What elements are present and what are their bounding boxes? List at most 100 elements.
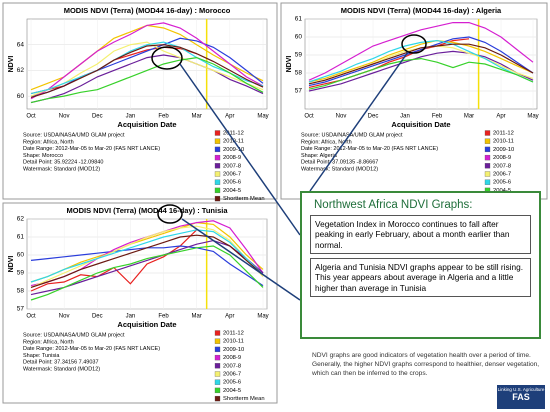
- legend-label: 2008-9: [223, 355, 241, 361]
- x-tick-label: Apr: [225, 314, 234, 320]
- series-line: [30, 56, 264, 104]
- legend-label: 2005-6: [493, 180, 511, 186]
- legend-swatch: [214, 146, 221, 153]
- y-axis-label: NDVI: [8, 256, 15, 273]
- y-axis-label: NDVI: [8, 56, 15, 73]
- x-tick-label: Apr: [496, 114, 505, 120]
- x-tick-label: Jan: [400, 114, 410, 120]
- legend-swatch: [484, 171, 491, 177]
- series-line: [308, 50, 534, 92]
- legend-label: 2005-6: [223, 380, 241, 386]
- legend-label: 2010-11: [223, 139, 244, 145]
- series-line: [30, 234, 264, 288]
- y-tick-label: 57: [17, 306, 25, 313]
- series-line: [30, 41, 264, 97]
- chart-title: MODIS NDVI (Terra) (MOD44 16-day) : Tuni…: [67, 206, 229, 215]
- legend-swatch: [214, 187, 221, 194]
- series-line: [30, 245, 264, 301]
- x-tick-label: Feb: [158, 314, 169, 320]
- legend-label: Shortterm Mean: [223, 196, 265, 202]
- x-tick-label: Oct: [26, 314, 36, 320]
- plots: MODIS NDVI (Terra) (MOD44 16-day) : Moro…: [8, 6, 539, 402]
- series-line: [308, 39, 534, 83]
- x-tick-label: Dec: [92, 314, 103, 320]
- legend-swatch: [214, 195, 221, 202]
- legend-label: 2008-9: [223, 155, 241, 161]
- y-tick-label: 58: [295, 70, 303, 77]
- y-tick-label: 62: [17, 67, 25, 74]
- chart-note: Date Range: 2012-Mar-05 to Mar-20 (FAS N…: [23, 146, 160, 152]
- highlight-circle: [157, 204, 183, 224]
- legend-swatch: [214, 171, 221, 177]
- y-axis-label: NDVI: [286, 56, 293, 73]
- chart-note: Date Range: 2012-Mar-05 to Mar-20 (FAS N…: [301, 146, 438, 152]
- legend-label: 2009-10: [223, 147, 244, 153]
- arrow: [179, 63, 301, 236]
- legend-swatch: [484, 130, 491, 136]
- legend-label: 2004-5: [223, 188, 241, 194]
- chart-note: Watermask: Standard (MOD12): [23, 366, 100, 372]
- legend-swatch: [214, 354, 221, 361]
- x-tick-label: Mar: [192, 314, 202, 320]
- highlight-circle: [401, 34, 427, 54]
- highlight-circle: [151, 46, 183, 70]
- x-tick-label: May: [257, 114, 268, 120]
- x-tick-label: May: [257, 314, 268, 320]
- x-tick-label: Mar: [192, 114, 202, 120]
- legend-label: 2005-6: [223, 180, 241, 186]
- legend-swatch: [214, 130, 221, 136]
- x-tick-label: Oct: [304, 114, 314, 120]
- arrows: [179, 51, 409, 301]
- legend-swatch: [214, 138, 221, 144]
- series-line: [30, 44, 264, 98]
- legend-swatch: [484, 138, 491, 144]
- legend-label: 2006-7: [223, 372, 241, 378]
- legend-label: 2011-12: [223, 131, 244, 137]
- legend-label: 2006-7: [223, 172, 241, 178]
- series-line: [308, 36, 534, 87]
- series-line: [30, 225, 264, 288]
- legend-swatch: [214, 330, 221, 336]
- logo: Linking U.S. Agriculture FAS: [497, 385, 545, 409]
- legend-label: 2006-7: [493, 172, 511, 178]
- x-axis-label: Acquisition Date: [391, 120, 450, 129]
- legend-label: 2010-11: [493, 139, 514, 145]
- chart-note: Source: USDA/NASA/UMD GLAM project: [301, 132, 403, 138]
- y-tick-label: 60: [295, 34, 303, 41]
- legend-label: 2009-10: [223, 347, 244, 353]
- legend-swatch: [484, 163, 491, 169]
- x-tick-label: Feb: [432, 114, 443, 120]
- legend-label: 2011-12: [223, 331, 244, 337]
- panel-paragraph: Vegetation Index in Morocco continues to…: [310, 215, 531, 255]
- logo-text: FAS: [512, 392, 530, 402]
- y-tick-label: 60: [17, 252, 25, 259]
- x-axis-label: Acquisition Date: [117, 320, 176, 329]
- chart-note: Region: Africa, North: [23, 139, 74, 145]
- legend-label: 2008-9: [493, 155, 511, 161]
- legend-swatch: [214, 363, 221, 369]
- chart-note: Watermask: Standard (MOD12): [23, 166, 100, 172]
- x-tick-label: Nov: [59, 314, 70, 320]
- legend-label: 2007-8: [223, 163, 241, 169]
- legend-label: 2010-11: [223, 339, 244, 345]
- legend-swatch: [214, 387, 221, 394]
- chart-note: Detail Point: 37.34156 7.49037: [23, 360, 99, 366]
- y-tick-label: 61: [295, 16, 303, 23]
- arrow: [181, 218, 301, 301]
- legend-label: 2004-5: [223, 388, 241, 394]
- y-tick-label: 60: [17, 93, 25, 100]
- chart-title: MODIS NDVI (Terra) (MOD44 16-day) : Moro…: [64, 6, 231, 15]
- legend-swatch: [484, 154, 491, 161]
- series-line: [30, 54, 264, 104]
- legend-swatch: [214, 346, 221, 353]
- x-tick-label: Nov: [59, 114, 70, 120]
- legend-label: 2009-10: [493, 147, 514, 153]
- y-tick-label: 59: [17, 270, 25, 277]
- legend-label: 2007-8: [223, 363, 241, 369]
- chart-title: MODIS NDVI (Terra) (MOD44 16-day) : Alge…: [341, 6, 502, 15]
- x-tick-label: Dec: [368, 114, 379, 120]
- x-tick-label: Oct: [26, 114, 36, 120]
- series-line: [308, 57, 534, 90]
- x-tick-label: Apr: [225, 114, 234, 120]
